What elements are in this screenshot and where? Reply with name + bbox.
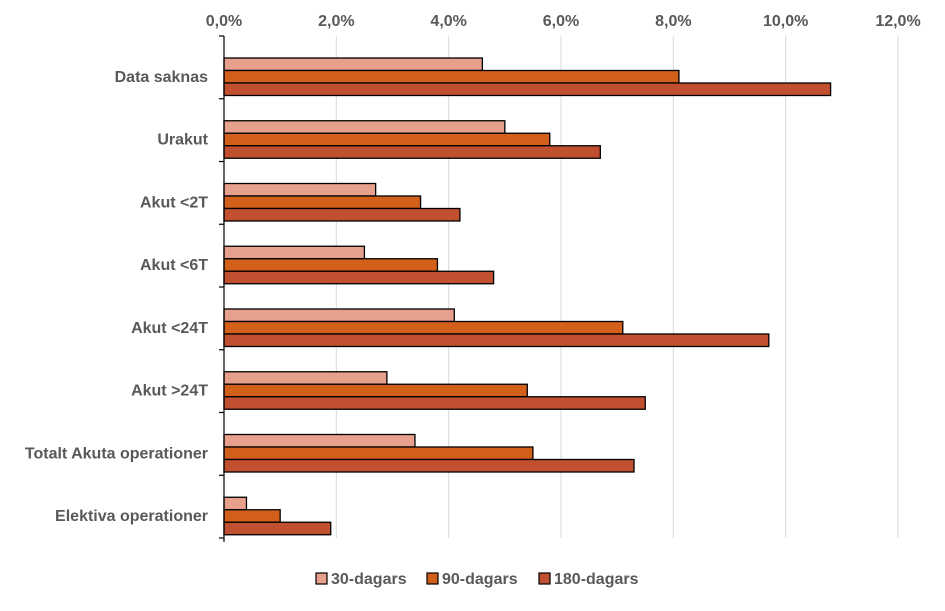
bar-30-dagars [223, 57, 484, 72]
bar-30-dagars [223, 182, 377, 197]
bar-90-dagars [223, 383, 528, 398]
bars [223, 57, 832, 536]
bar-180-dagars [223, 458, 635, 473]
bar-180-dagars [223, 396, 646, 410]
bar-90-dagars [223, 132, 551, 147]
category-labels: Data saknas Urakut Akut <2T Akut <6T Akut <2… [25, 69, 209, 525]
bar-90-dagars [223, 509, 281, 523]
bar-30-dagars [223, 371, 388, 385]
bar-180-dagars [223, 207, 461, 222]
x-tick-label: 12,0% [875, 13, 920, 30]
bar-90-dagars [223, 320, 624, 335]
bar-30-dagars [223, 120, 506, 134]
bar-180-dagars [223, 145, 601, 159]
bar-30-dagars [223, 308, 455, 323]
category-label: Akut <6T [140, 257, 208, 274]
category-label: Totalt Akuta operationer [25, 445, 208, 462]
x-tick-label: 10,0% [763, 13, 808, 30]
legend-label: 90-dagars [442, 571, 518, 588]
legend-swatch [426, 572, 439, 585]
bar-180-dagars [223, 521, 332, 536]
x-tick-labels: 0,0% 2,0% 4,0% 6,0% 8,0% 10,0% 12,0% [206, 13, 921, 30]
x-tick-label: 2,0% [318, 13, 354, 30]
legend-swatch [315, 572, 328, 585]
category-label: Data saknas [115, 69, 208, 86]
category-label: Elektiva operationer [55, 508, 208, 525]
bar-30-dagars [223, 496, 248, 511]
bar-180-dagars [223, 333, 770, 348]
bar-90-dagars [223, 446, 534, 461]
legend-label: 30-dagars [331, 571, 407, 588]
bar-30-dagars [223, 433, 416, 448]
category-label: Urakut [157, 132, 208, 149]
bar-90-dagars [223, 258, 439, 272]
bar-180-dagars [223, 270, 495, 285]
legend-label: 180-dagars [554, 571, 639, 588]
legend-swatch [538, 572, 551, 585]
bar-30-dagars [223, 245, 366, 260]
bar-180-dagars [223, 82, 832, 97]
bar-90-dagars [223, 195, 422, 210]
x-tick-label: 6,0% [543, 13, 579, 30]
bar-90-dagars [223, 69, 680, 84]
category-label: Akut <2T [140, 194, 208, 211]
category-label: Akut >24T [131, 383, 208, 400]
x-tick-label: 0,0% [206, 13, 242, 30]
x-tick-label: 4,0% [430, 13, 466, 30]
axes [219, 35, 225, 542]
category-label: Akut <24T [131, 320, 208, 337]
x-tick-label: 8,0% [655, 13, 691, 30]
legend: 30-dagars 90-dagars 180-dagars [315, 571, 639, 588]
